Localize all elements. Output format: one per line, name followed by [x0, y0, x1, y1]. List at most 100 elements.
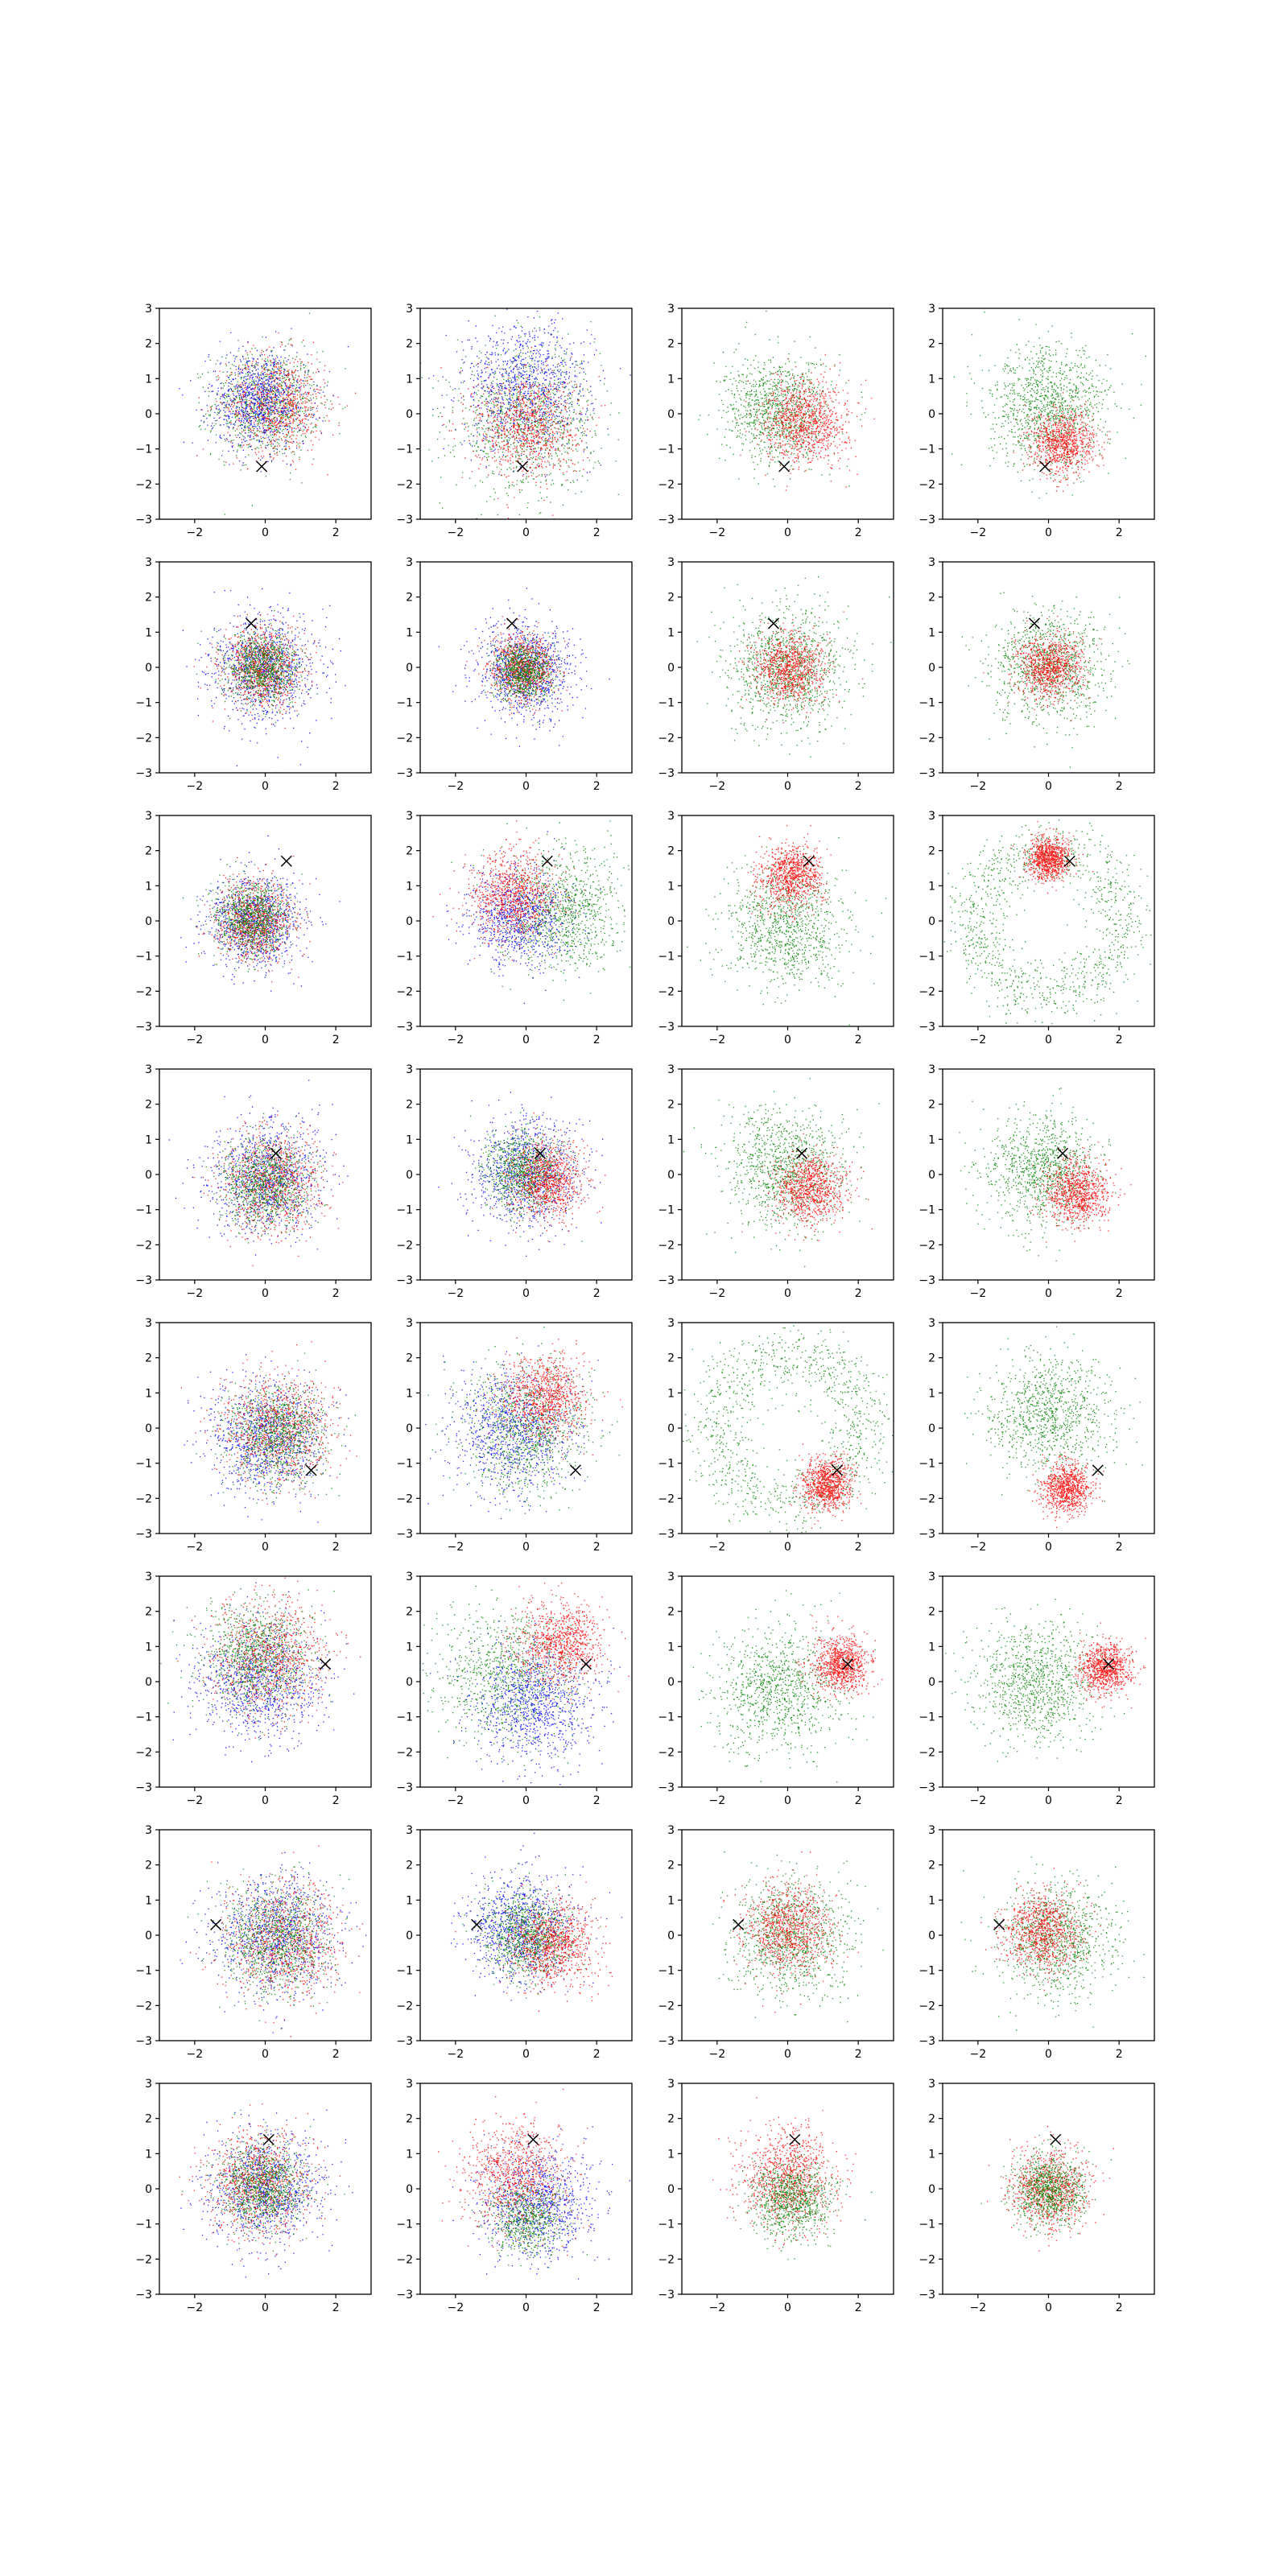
x-tick-label: 0	[1045, 780, 1052, 793]
series-red-points	[196, 332, 357, 476]
scatter-points	[159, 1577, 361, 1763]
y-tick-label: 3	[667, 810, 675, 823]
x-tick-label: 0	[522, 1794, 530, 1807]
axes-frame	[419, 561, 633, 774]
x-tick-label: 2	[855, 1794, 862, 1807]
axes-frame	[159, 815, 372, 1027]
y-tick-label: 1	[145, 1894, 152, 1907]
subplot-r1-c0: −2 0 2 −3 −2 −1 0 1 2 3	[135, 556, 372, 793]
y-tick-label: 1	[928, 2148, 935, 2161]
y-tick-label: −1	[396, 444, 413, 456]
axes-frame	[419, 815, 633, 1027]
y-tick-label: 3	[145, 1824, 152, 1837]
y-tick-label: 0	[928, 1422, 935, 1435]
x-marker	[993, 1918, 1005, 1930]
y-tick-label: 1	[406, 2148, 413, 2161]
y-tick-label: −1	[135, 1965, 152, 1978]
y-tick-label: 1	[406, 1641, 413, 1653]
y-tick-label: 2	[406, 338, 413, 351]
series-blue-points	[438, 1092, 604, 1257]
x-tick-label: −2	[448, 526, 464, 539]
x-marker	[733, 1918, 745, 1930]
y-tick-label: 2	[928, 2113, 935, 2126]
x-tick-label: −2	[709, 1034, 726, 1046]
y-tick-label: −3	[658, 1781, 675, 1794]
x-tick-label: −2	[970, 2301, 987, 2314]
y-tick-label: −3	[135, 767, 152, 780]
x-tick-label: 0	[784, 1287, 791, 1300]
x-tick-label: −2	[709, 2048, 726, 2061]
x-marker	[580, 1658, 592, 1670]
y-tick-label: −2	[658, 2000, 675, 2013]
subplot-r3-c0: −2 0 2 −3 −2 −1 0 1 2 3	[135, 1063, 372, 1300]
series-red-points	[466, 616, 568, 716]
y-tick-label: 1	[406, 626, 413, 639]
x-tick-label: 2	[332, 780, 340, 793]
x-tick-label: 2	[593, 2301, 601, 2314]
x-tick-label: 0	[262, 780, 269, 793]
y-tick-label: 3	[667, 1571, 675, 1583]
y-tick-label: 2	[406, 845, 413, 858]
x-tick-label: −2	[448, 780, 464, 793]
y-tick-label: 2	[928, 1606, 935, 1619]
x-tick-label: −2	[187, 1287, 204, 1300]
x-tick-label: 0	[784, 2301, 791, 2314]
x-tick-label: −2	[448, 1794, 464, 1807]
x-tick-label: 0	[262, 2301, 269, 2314]
series-blue-points	[182, 588, 346, 773]
y-tick-label: 3	[667, 303, 675, 316]
y-tick-label: 2	[145, 1606, 152, 1619]
series-green-points	[733, 2146, 873, 2260]
series-green-points	[682, 1325, 894, 1534]
y-tick-label: −3	[396, 1781, 413, 1794]
scatter-points	[959, 1088, 1132, 1261]
series-green-points	[196, 609, 318, 729]
x-tick-label: 0	[262, 1287, 269, 1300]
y-tick-label: 1	[667, 1133, 675, 1146]
y-tick-label: 2	[667, 592, 675, 605]
x-tick-label: 2	[1116, 1034, 1123, 1046]
y-tick-label: 3	[928, 1571, 935, 1583]
y-tick-label: −1	[658, 2219, 675, 2231]
y-tick-label: −1	[919, 444, 935, 456]
x-marker	[517, 460, 529, 473]
y-tick-label: −3	[658, 1274, 675, 1287]
y-tick-label: −1	[396, 697, 413, 710]
y-tick-label: 0	[406, 1169, 413, 1182]
y-tick-label: −1	[658, 1458, 675, 1471]
subplot-r1-c2: −2 0 2 −3 −2 −1 0 1 2 3	[658, 556, 894, 793]
subplot-r2-c0: −2 0 2 −3 −2 −1 0 1 2 3	[135, 810, 372, 1046]
y-tick-label: 2	[928, 1099, 935, 1112]
x-tick-label: 0	[784, 1541, 791, 1554]
x-tick-label: −2	[970, 1794, 987, 1807]
y-tick-label: 2	[145, 2113, 152, 2126]
x-tick-label: 2	[1116, 1541, 1123, 1554]
x-marker	[767, 617, 779, 630]
y-tick-label: −2	[396, 1746, 413, 1759]
axes-frame	[419, 2083, 633, 2295]
y-tick-label: −1	[396, 1458, 413, 1471]
y-tick-label: 2	[145, 1860, 152, 1872]
scatter-points	[180, 1341, 357, 1534]
series-red-points	[440, 346, 606, 519]
y-tick-label: 0	[667, 408, 675, 421]
x-tick-label: 2	[855, 526, 862, 539]
x-tick-label: −2	[970, 1034, 987, 1046]
x-marker	[535, 1147, 547, 1159]
scatter-points	[438, 1092, 606, 1257]
y-tick-label: −3	[396, 1528, 413, 1541]
y-tick-label: 1	[928, 1133, 935, 1146]
series-green-points	[698, 310, 866, 487]
y-tick-label: 2	[667, 1860, 675, 1872]
x-tick-label: −2	[187, 780, 204, 793]
subplot-r5-c1: −2 0 2 −3 −2 −1 0 1 2 3	[396, 1571, 633, 1807]
y-tick-label: 3	[406, 1824, 413, 1837]
scatter-points	[182, 588, 346, 773]
x-marker	[256, 460, 268, 473]
y-tick-label: 2	[928, 592, 935, 605]
x-tick-label: 0	[262, 526, 269, 539]
y-tick-label: 1	[145, 626, 152, 639]
y-tick-label: −3	[658, 2035, 675, 2048]
series-blue-points	[428, 308, 631, 481]
y-tick-label: −2	[658, 985, 675, 998]
